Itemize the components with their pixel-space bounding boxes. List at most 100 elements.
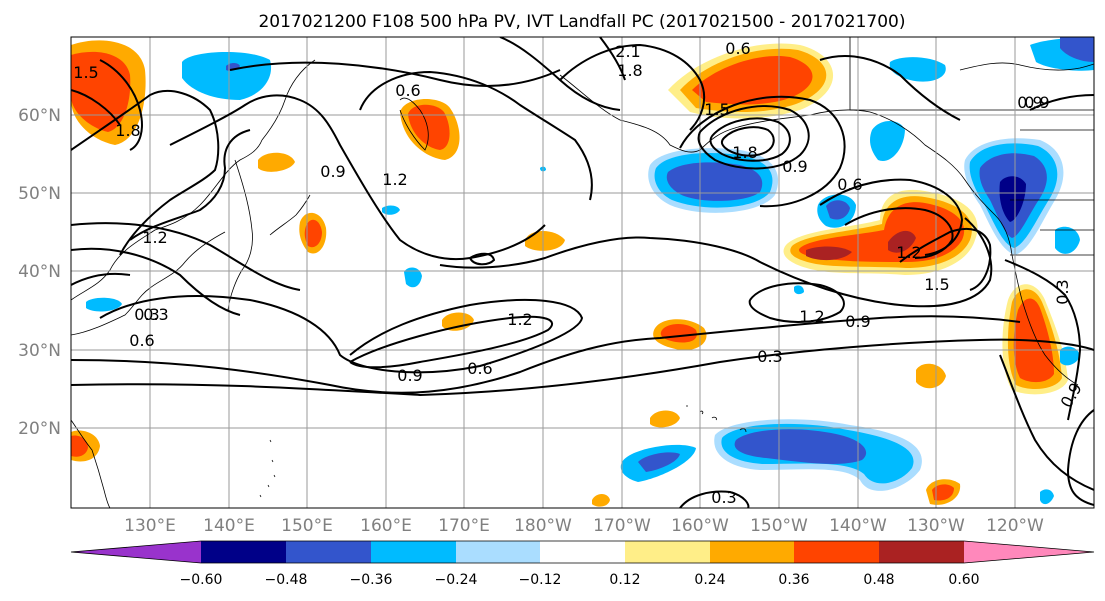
contour-label: 1.5 — [924, 275, 949, 294]
positive-anomaly-kamchatka-core — [408, 104, 450, 150]
contour-label: 1.2 — [799, 307, 824, 326]
positive-anomaly-nw-corner-core — [71, 51, 131, 132]
lat-label: 50°N — [18, 184, 61, 204]
figure-title: 2017021200 F108 500 hPa PV, IVT Landfall… — [258, 12, 905, 32]
positive-anomaly-hawaii-n — [650, 410, 680, 428]
positive-anomaly-ne-pacific-max — [806, 246, 852, 261]
lon-label: 140°W — [829, 516, 887, 536]
lon-label: 140°E — [203, 516, 255, 536]
contour-label: 0.9 — [1017, 93, 1042, 112]
lat-label: 40°N — [18, 262, 61, 282]
colorbar-tick: 0.36 — [778, 572, 809, 588]
contour-label: 1.8 — [115, 121, 140, 140]
negative-anomaly-bc-coast-max — [999, 176, 1026, 222]
contour-label: 1.8 — [617, 61, 642, 80]
contour-label: 0.3 — [1053, 279, 1072, 304]
coastlines — [71, 37, 1094, 508]
contour-label: 1.2 — [142, 228, 167, 247]
positive-anomaly-south-1-core — [932, 484, 954, 501]
negative-anomaly-small-east — [794, 285, 804, 295]
colorbar-tick: −0.24 — [435, 572, 478, 588]
contour-label: 0.3 — [757, 347, 782, 366]
negative-anomaly-nw-pacific — [182, 51, 272, 100]
negative-anomaly-west-coast — [1060, 346, 1080, 366]
colorbar-segment — [71, 541, 201, 563]
lon-label: 130°W — [907, 516, 965, 536]
contour-label: 2.1 — [615, 42, 640, 61]
contour-label: 1.2 — [896, 243, 921, 262]
longitude-labels: 130°E 140°E 150°E 160°E 170°E 180°W 170°… — [124, 516, 1044, 536]
ivt-shading — [71, 37, 1094, 507]
lon-label: 150°E — [281, 516, 333, 536]
contour-label: 0.9 — [1024, 93, 1049, 112]
positive-anomaly-sea-okhotsk — [258, 152, 295, 172]
contour-label: 0.6 — [725, 39, 750, 58]
lat-label: 20°N — [18, 419, 61, 439]
lon-label: 130°E — [124, 516, 176, 536]
lon-label: 160°W — [671, 516, 729, 536]
map-panel: 1.5 1.8 0.9 1.2 0.6 0.3 2.1 1.8 0.6 0.9 … — [71, 37, 1094, 508]
negative-anomaly-south-east — [1040, 489, 1054, 505]
negative-anomaly-alaska-coast — [870, 121, 905, 161]
negative-anomaly-ne-corner-core — [1060, 37, 1094, 62]
map-frame — [70, 36, 1095, 509]
colorbar-segment — [456, 541, 540, 563]
positive-anomaly-ne-pacific-max2 — [888, 230, 916, 253]
negative-anomaly-arctic-coast — [889, 57, 946, 82]
contour-label: 1.8 — [732, 143, 757, 162]
colorbar-segment — [540, 541, 625, 563]
colorbar: −0.60 −0.48 −0.36 −0.24 −0.12 0.12 0.24 … — [70, 540, 1095, 588]
contour-label: 0.3 — [143, 305, 168, 324]
contour-label: 1.5 — [73, 63, 98, 82]
negative-anomaly-south-sw-core — [638, 452, 680, 472]
lat-label: 60°N — [18, 106, 61, 126]
contour-label: 1.5 — [704, 100, 729, 119]
colorbar-segment — [964, 541, 1094, 563]
latitude-labels: 60°N 50°N 40°N 30°N 20°N — [18, 106, 61, 439]
lon-label: 150°W — [750, 516, 808, 536]
contour-label: 0.6 — [467, 359, 492, 378]
lon-label: 170°W — [593, 516, 651, 536]
colorbar-outline — [70, 540, 1095, 564]
lat-label: 30°N — [18, 341, 61, 361]
positive-anomaly-south-2 — [592, 494, 610, 507]
positive-anomaly-135w — [916, 363, 946, 389]
contour-label: 0.3 — [134, 305, 159, 324]
lon-label: 170°E — [438, 516, 490, 536]
colorbar-segment — [879, 541, 964, 563]
colorbar-segment — [625, 541, 710, 563]
negative-anomaly-ne-pac-2-core — [826, 200, 850, 220]
contour-labels: 1.5 1.8 0.9 1.2 0.6 0.3 2.1 1.8 0.6 0.9 … — [73, 39, 1086, 507]
negative-anomaly-hawaii-core — [734, 429, 867, 464]
lon-label: 180°W — [514, 516, 572, 536]
positive-anomaly-dateline — [525, 231, 565, 251]
negative-anomaly-gulf-alaska-core — [666, 162, 763, 201]
colorbar-segment — [794, 541, 879, 563]
colorbar-segment — [710, 541, 794, 563]
contour-label: 0.6 — [129, 331, 154, 350]
colorbar-tick: 0.12 — [609, 572, 640, 588]
negative-anomaly-east-edge — [1055, 226, 1080, 254]
colorbar-tick: 0.60 — [948, 572, 979, 588]
positive-anomaly-japan-core — [304, 219, 322, 248]
colorbar-segment — [201, 541, 286, 563]
colorbar-tick: −0.48 — [265, 572, 308, 588]
contour-label: 0.6 — [395, 81, 420, 100]
contour-label: 0.9 — [782, 157, 807, 176]
colorbar-segment — [371, 541, 456, 563]
negative-anomaly-sea-island — [404, 267, 422, 288]
contour-label: 0.3 — [711, 488, 736, 507]
colorbar-tick: 0.48 — [863, 572, 894, 588]
contour-label: 1.2 — [382, 170, 407, 189]
colorbar-tick: −0.60 — [180, 572, 223, 588]
colorbar-tick: 0.24 — [694, 572, 725, 588]
positive-anomaly-subtropic — [442, 312, 474, 331]
contour-label: 0.9 — [397, 366, 422, 385]
positive-anomaly-gulf-alaska-inner — [692, 55, 813, 105]
negative-anomaly-east-china — [86, 297, 122, 312]
colorbar-segment — [286, 541, 371, 563]
pv-contours — [71, 37, 1094, 508]
positive-anomaly-sw-corner-core — [71, 435, 88, 457]
contour-label: 0.9 — [845, 312, 870, 331]
